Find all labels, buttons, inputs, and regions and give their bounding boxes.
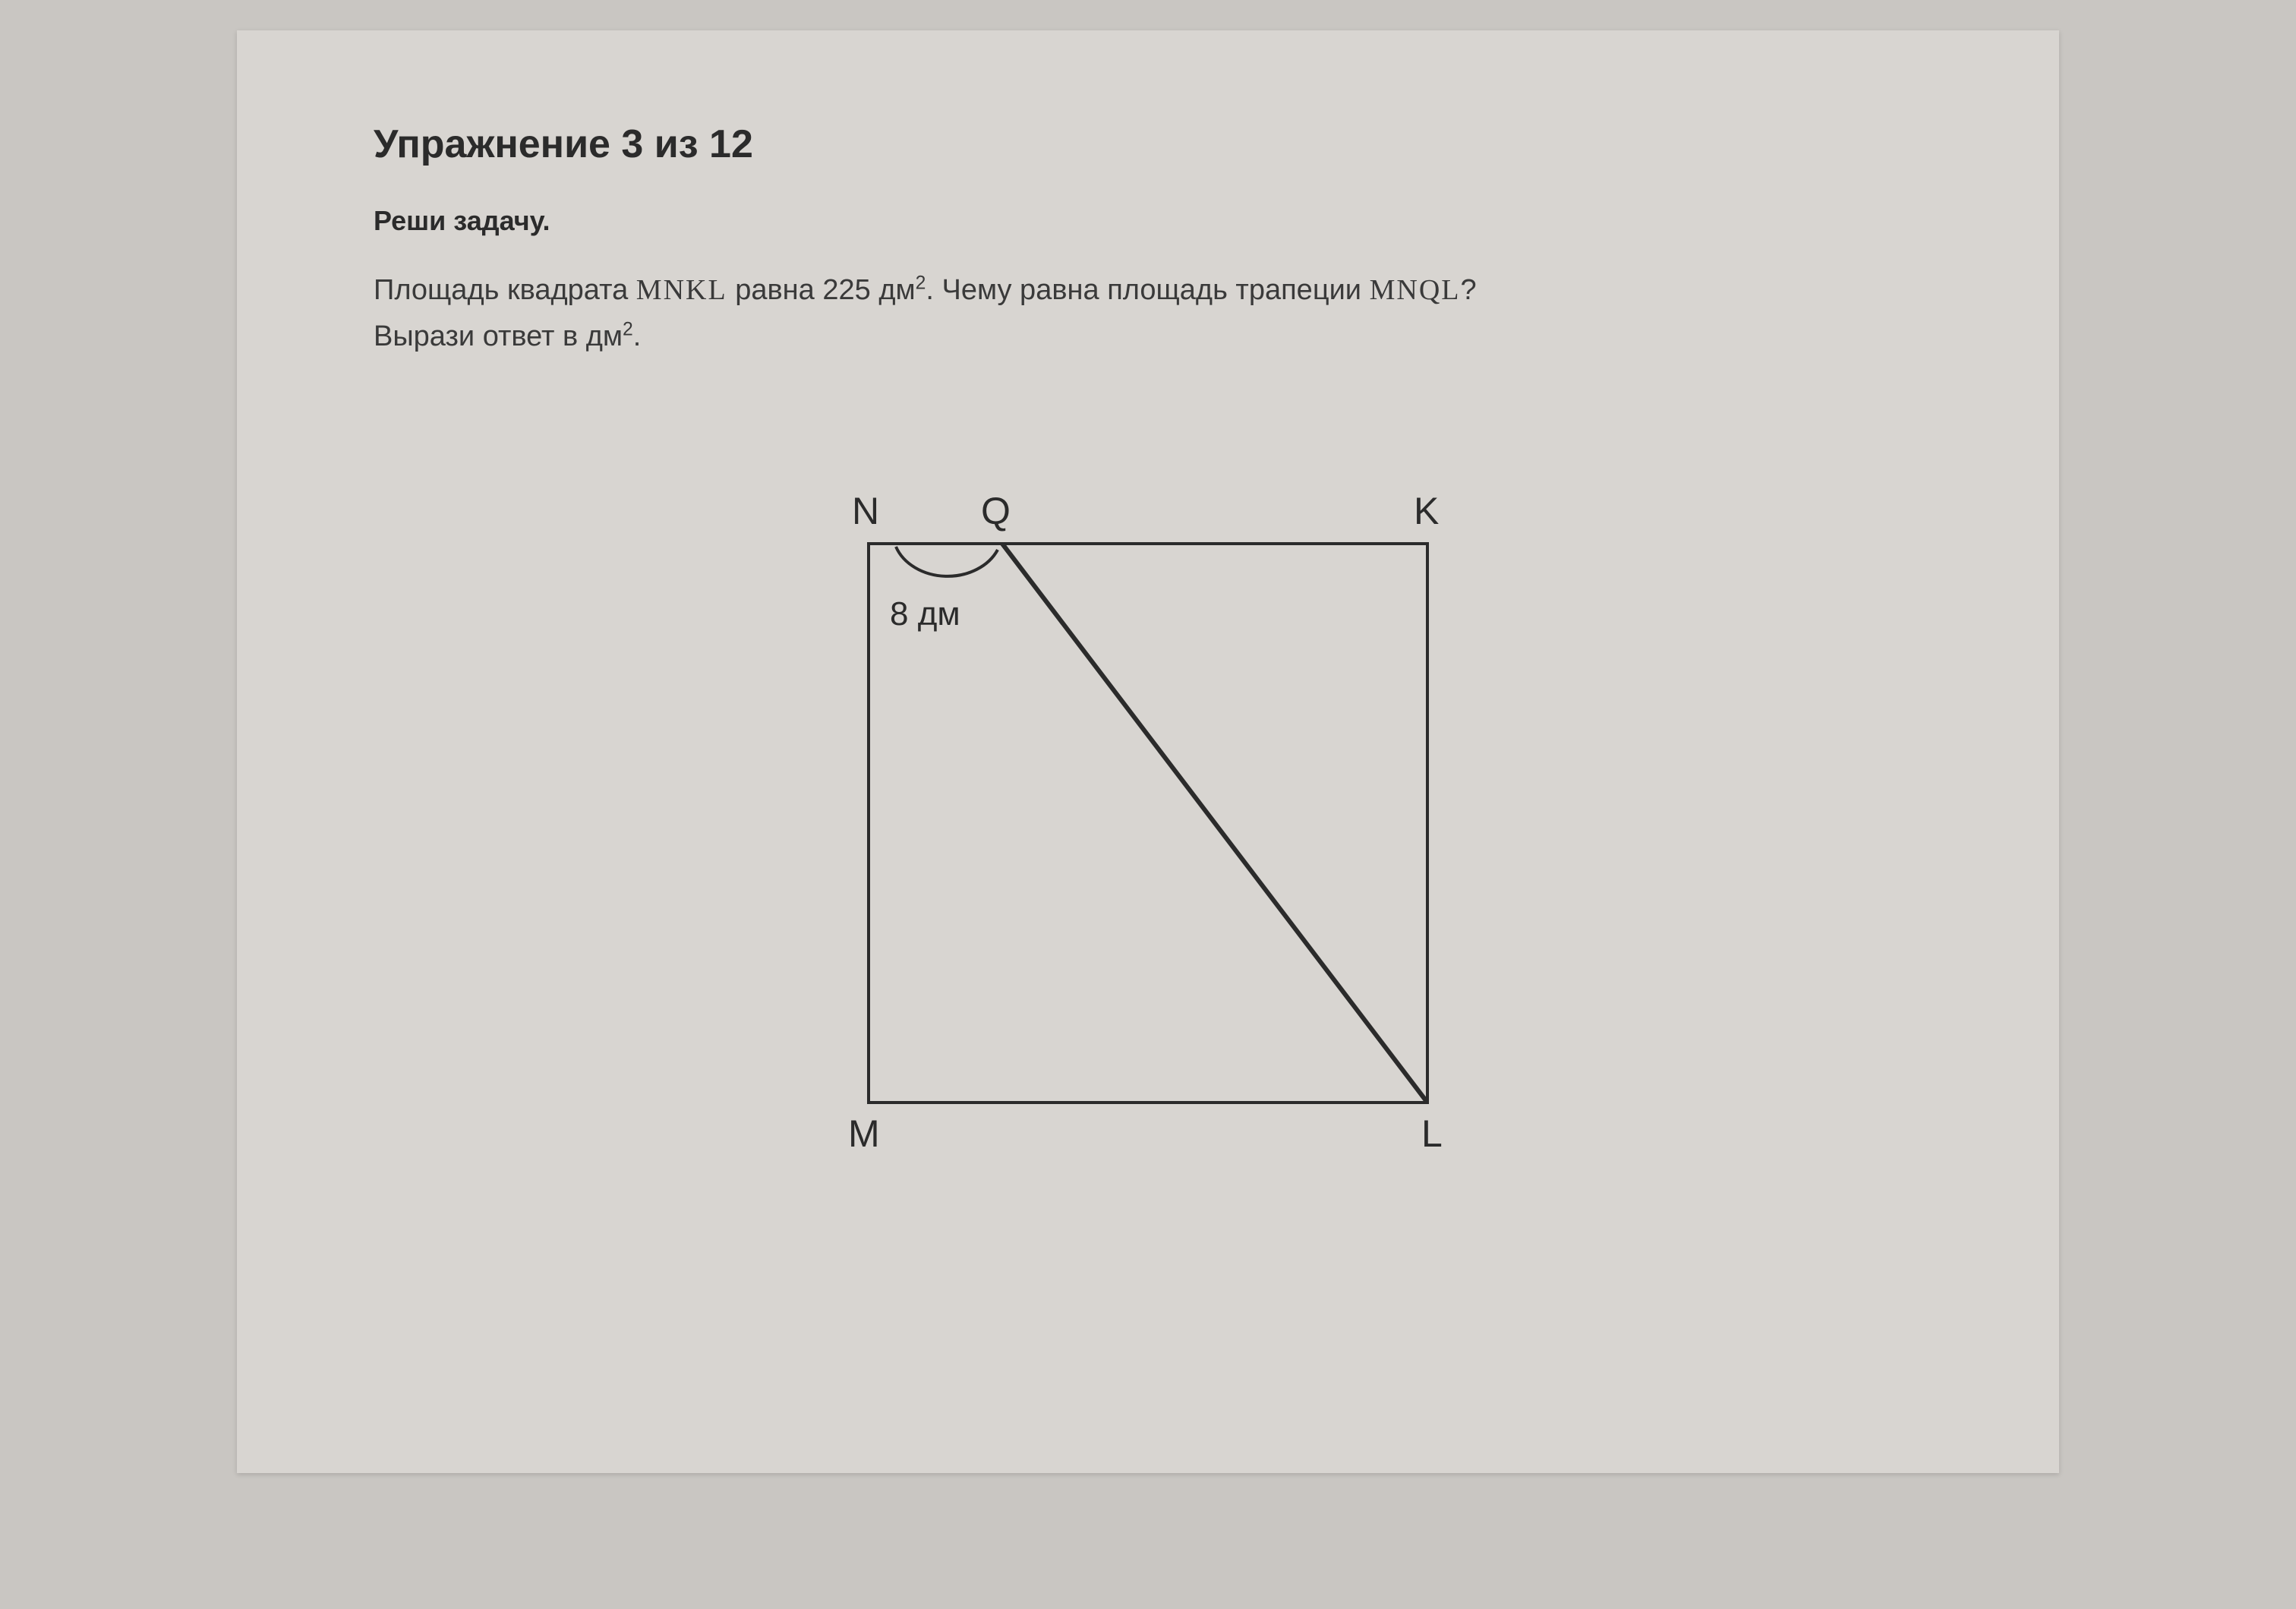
text-prefix: Площадь квадрата	[374, 274, 636, 306]
area-unit-base: дм	[871, 274, 916, 306]
vertex-label-l: L	[1421, 1112, 1443, 1156]
question-mark: ?	[1460, 274, 1476, 306]
square-name: MNKL	[636, 274, 727, 306]
vertex-label-m: M	[848, 1112, 880, 1156]
area-unit-exp: 2	[916, 273, 926, 293]
vertex-label-q: Q	[981, 489, 1011, 533]
text-after-area: . Чему равна площадь трапеции	[926, 274, 1369, 306]
second-line-prefix: Вырази ответ в дм	[374, 320, 623, 352]
problem-text: Площадь квадрата MNKL равна 225 дм2. Чем…	[374, 267, 1922, 360]
second-line-exp: 2	[623, 319, 633, 339]
exercise-title: Упражнение 3 из 12	[374, 121, 1922, 167]
second-line-suffix: .	[633, 320, 642, 352]
exercise-card: Упражнение 3 из 12 Реши задачу. Площадь …	[237, 30, 2059, 1473]
area-value: 225	[822, 274, 870, 306]
geometry-figure: N Q K M L 8 дм	[806, 481, 1490, 1165]
vertex-label-k: K	[1414, 489, 1439, 533]
measurement-label: 8 дм	[890, 595, 960, 633]
vertex-label-n: N	[852, 489, 879, 533]
text-middle: равна	[727, 274, 823, 306]
trapezoid-name: MNQL	[1370, 274, 1461, 306]
exercise-subtitle: Реши задачу.	[374, 205, 1922, 237]
figure-container: N Q K M L 8 дм	[374, 481, 1922, 1165]
